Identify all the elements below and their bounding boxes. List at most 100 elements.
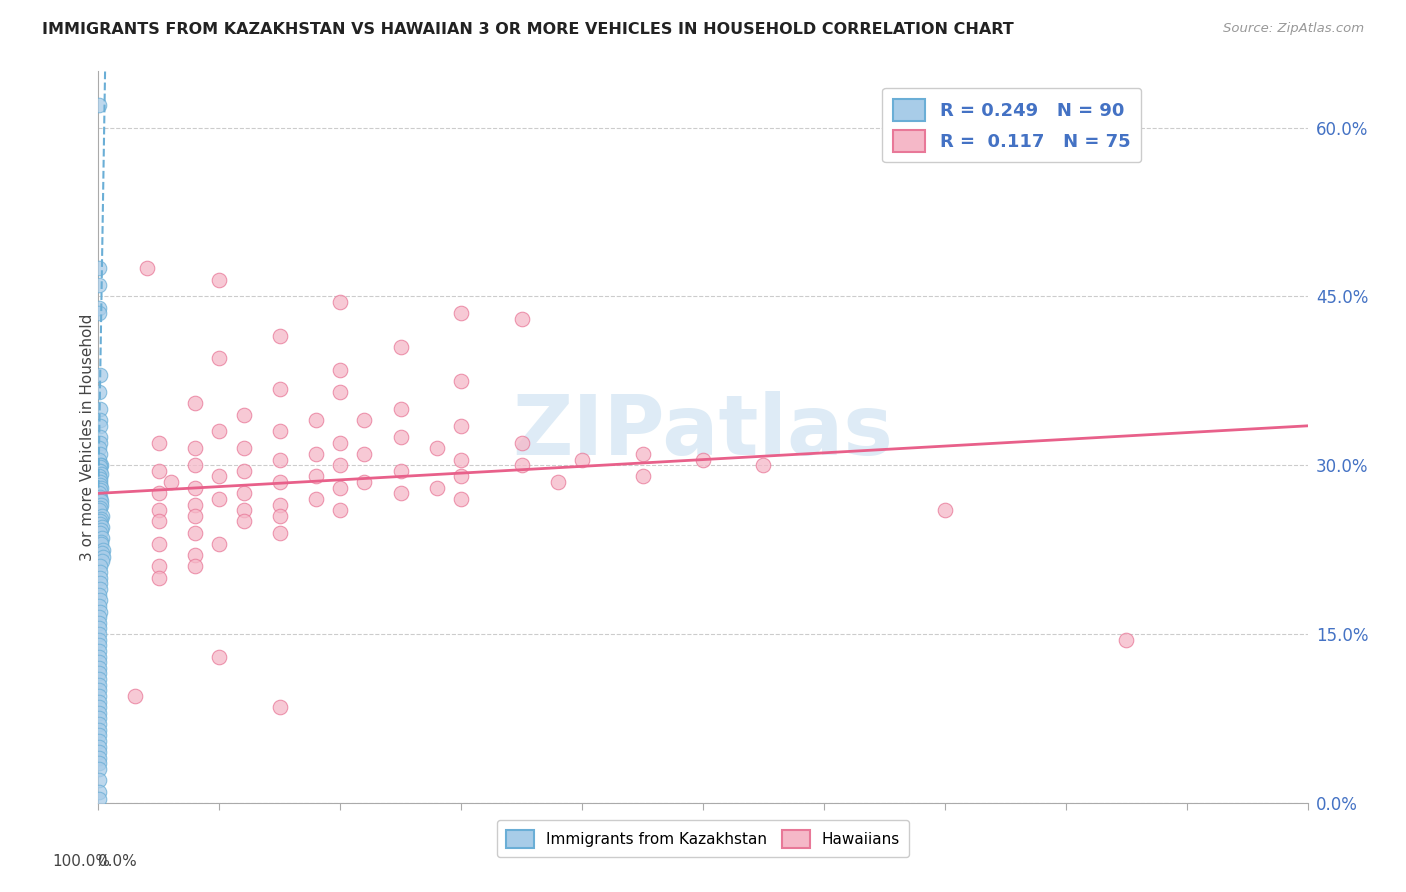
Text: Source: ZipAtlas.com: Source: ZipAtlas.com bbox=[1223, 22, 1364, 36]
Point bbox=[148, 464, 170, 478]
Point bbox=[148, 571, 170, 585]
Point bbox=[692, 452, 714, 467]
Point bbox=[269, 508, 291, 523]
Point bbox=[389, 340, 412, 354]
Point bbox=[89, 301, 111, 315]
Point bbox=[329, 435, 352, 450]
Point bbox=[89, 615, 111, 630]
Point bbox=[571, 452, 593, 467]
Point bbox=[426, 481, 449, 495]
Point bbox=[87, 666, 110, 681]
Point bbox=[329, 362, 352, 376]
Point bbox=[89, 500, 111, 515]
Point bbox=[91, 520, 114, 534]
Point bbox=[90, 494, 112, 508]
Point bbox=[89, 413, 111, 427]
Point bbox=[89, 565, 111, 579]
Point bbox=[269, 525, 291, 540]
Point bbox=[184, 458, 207, 473]
Point bbox=[148, 486, 170, 500]
Point bbox=[89, 593, 111, 607]
Point bbox=[89, 525, 111, 540]
Point bbox=[510, 312, 533, 326]
Point bbox=[89, 401, 111, 416]
Point bbox=[184, 396, 207, 410]
Point bbox=[90, 508, 112, 523]
Point bbox=[305, 469, 328, 483]
Point bbox=[450, 374, 472, 388]
Point bbox=[87, 734, 110, 748]
Point bbox=[87, 278, 110, 293]
Point bbox=[89, 475, 111, 489]
Point bbox=[135, 261, 157, 276]
Point bbox=[89, 261, 111, 276]
Point bbox=[90, 467, 112, 482]
Point bbox=[90, 537, 112, 551]
Point bbox=[389, 486, 412, 500]
Point bbox=[353, 447, 375, 461]
Point bbox=[752, 458, 775, 473]
Point bbox=[510, 435, 533, 450]
Point bbox=[89, 638, 111, 652]
Point bbox=[90, 524, 112, 538]
Point bbox=[934, 503, 956, 517]
Point bbox=[90, 534, 112, 549]
Point bbox=[89, 490, 111, 504]
Point bbox=[184, 559, 207, 574]
Point bbox=[89, 576, 111, 591]
Point bbox=[160, 475, 183, 489]
Point bbox=[89, 605, 111, 619]
Point bbox=[89, 559, 111, 574]
Point bbox=[87, 689, 110, 703]
Point bbox=[232, 515, 254, 529]
Point bbox=[184, 525, 207, 540]
Point bbox=[89, 478, 111, 492]
Point bbox=[232, 442, 254, 456]
Point bbox=[89, 649, 111, 664]
Point bbox=[1115, 632, 1137, 647]
Point bbox=[87, 756, 110, 771]
Point bbox=[208, 272, 231, 286]
Point bbox=[90, 554, 112, 568]
Point bbox=[232, 408, 254, 422]
Point bbox=[269, 452, 291, 467]
Point bbox=[89, 472, 111, 486]
Point bbox=[184, 498, 207, 512]
Point bbox=[89, 661, 111, 675]
Point bbox=[148, 537, 170, 551]
Point bbox=[87, 711, 110, 725]
Point bbox=[87, 792, 110, 806]
Point bbox=[269, 700, 291, 714]
Point bbox=[89, 430, 111, 444]
Point bbox=[148, 435, 170, 450]
Point bbox=[232, 503, 254, 517]
Point bbox=[208, 537, 231, 551]
Point bbox=[208, 469, 231, 483]
Point bbox=[89, 694, 111, 708]
Point bbox=[184, 481, 207, 495]
Point bbox=[329, 481, 352, 495]
Point bbox=[389, 401, 412, 416]
Point bbox=[89, 458, 111, 473]
Point bbox=[510, 458, 533, 473]
Point bbox=[389, 464, 412, 478]
Point bbox=[89, 706, 111, 720]
Point bbox=[89, 571, 111, 585]
Point bbox=[89, 442, 111, 456]
Point bbox=[547, 475, 569, 489]
Point bbox=[450, 491, 472, 506]
Point bbox=[426, 442, 449, 456]
Point bbox=[89, 672, 111, 686]
Point bbox=[89, 483, 111, 497]
Point bbox=[89, 491, 111, 506]
Y-axis label: 3 or more Vehicles in Household: 3 or more Vehicles in Household bbox=[80, 313, 94, 561]
Point bbox=[89, 503, 111, 517]
Point bbox=[87, 723, 110, 737]
Point bbox=[89, 486, 111, 500]
Legend: Immigrants from Kazakhstan, Hawaiians: Immigrants from Kazakhstan, Hawaiians bbox=[496, 821, 910, 857]
Point bbox=[450, 306, 472, 320]
Point bbox=[184, 442, 207, 456]
Point bbox=[87, 644, 110, 658]
Point bbox=[87, 762, 110, 776]
Point bbox=[87, 678, 110, 692]
